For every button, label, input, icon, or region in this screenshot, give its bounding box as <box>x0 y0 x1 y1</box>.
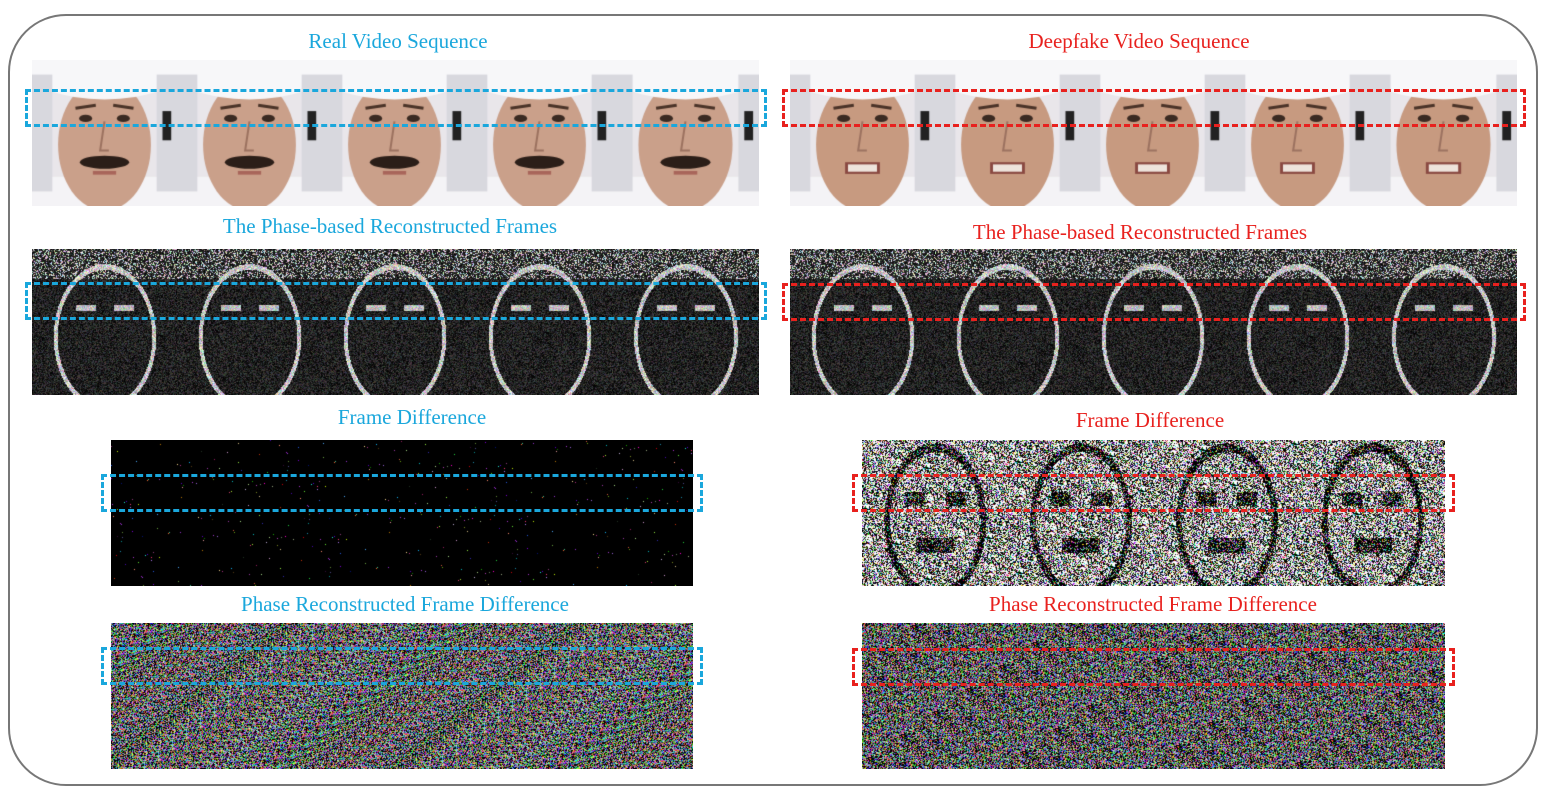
fake-phase-frame <box>1225 249 1370 395</box>
real-diff-title: Frame Difference <box>337 405 487 429</box>
fake-phase-strip <box>790 249 1517 395</box>
fake-frame-difference-image <box>862 440 1445 586</box>
fake-phase-frame-difference-image <box>862 623 1445 769</box>
fake-video-frame <box>935 60 1080 206</box>
fake-video-strip <box>790 60 1517 206</box>
real-phase-title: The Phase-based Reconstructed Frames <box>222 214 558 238</box>
real-video-frame <box>32 60 177 206</box>
fake-phase-frame <box>1080 249 1225 395</box>
real-phase-eye-box <box>25 282 767 320</box>
fake-diff-title: Frame Difference <box>1075 408 1225 432</box>
fake-phase-diff-title: Phase Reconstructed Frame Difference <box>989 592 1317 616</box>
fake-video-frame <box>1080 60 1225 206</box>
real-phase-frame <box>322 249 467 395</box>
real-video-strip <box>32 60 759 206</box>
real-eye-region-box <box>25 89 767 127</box>
real-phase-strip <box>32 249 759 395</box>
figure-border <box>8 14 1538 786</box>
real-phase-diff-eye-box <box>101 647 703 685</box>
fake-phase-eye-box <box>782 283 1526 321</box>
real-frame-difference-image <box>111 440 693 586</box>
real-phase-frame-difference-image <box>111 623 693 769</box>
fake-video-frame <box>1370 60 1517 206</box>
fake-phase-frame <box>1370 249 1517 395</box>
fake-eye-region-box <box>782 89 1526 127</box>
fake-phase-frame <box>790 249 935 395</box>
fake-phase-diff-eye-box <box>852 648 1455 686</box>
fake-video-frame <box>790 60 935 206</box>
real-diff-eye-box <box>101 474 703 512</box>
fake-diff-eye-box <box>852 474 1455 512</box>
real-video-title: Real Video Sequence <box>308 29 488 53</box>
real-video-frame <box>467 60 612 206</box>
real-video-frame <box>177 60 322 206</box>
fake-video-title: Deepfake Video Sequence <box>1028 29 1250 53</box>
real-phase-frame <box>467 249 612 395</box>
real-video-frame <box>612 60 759 206</box>
fake-video-frame <box>1225 60 1370 206</box>
real-phase-frame <box>32 249 177 395</box>
real-phase-diff-title: Phase Reconstructed Frame Difference <box>241 592 569 616</box>
fake-phase-frame <box>935 249 1080 395</box>
real-phase-frame <box>177 249 322 395</box>
real-video-frame <box>322 60 467 206</box>
real-phase-frame <box>612 249 759 395</box>
fake-phase-title: The Phase-based Reconstructed Frames <box>972 220 1308 244</box>
